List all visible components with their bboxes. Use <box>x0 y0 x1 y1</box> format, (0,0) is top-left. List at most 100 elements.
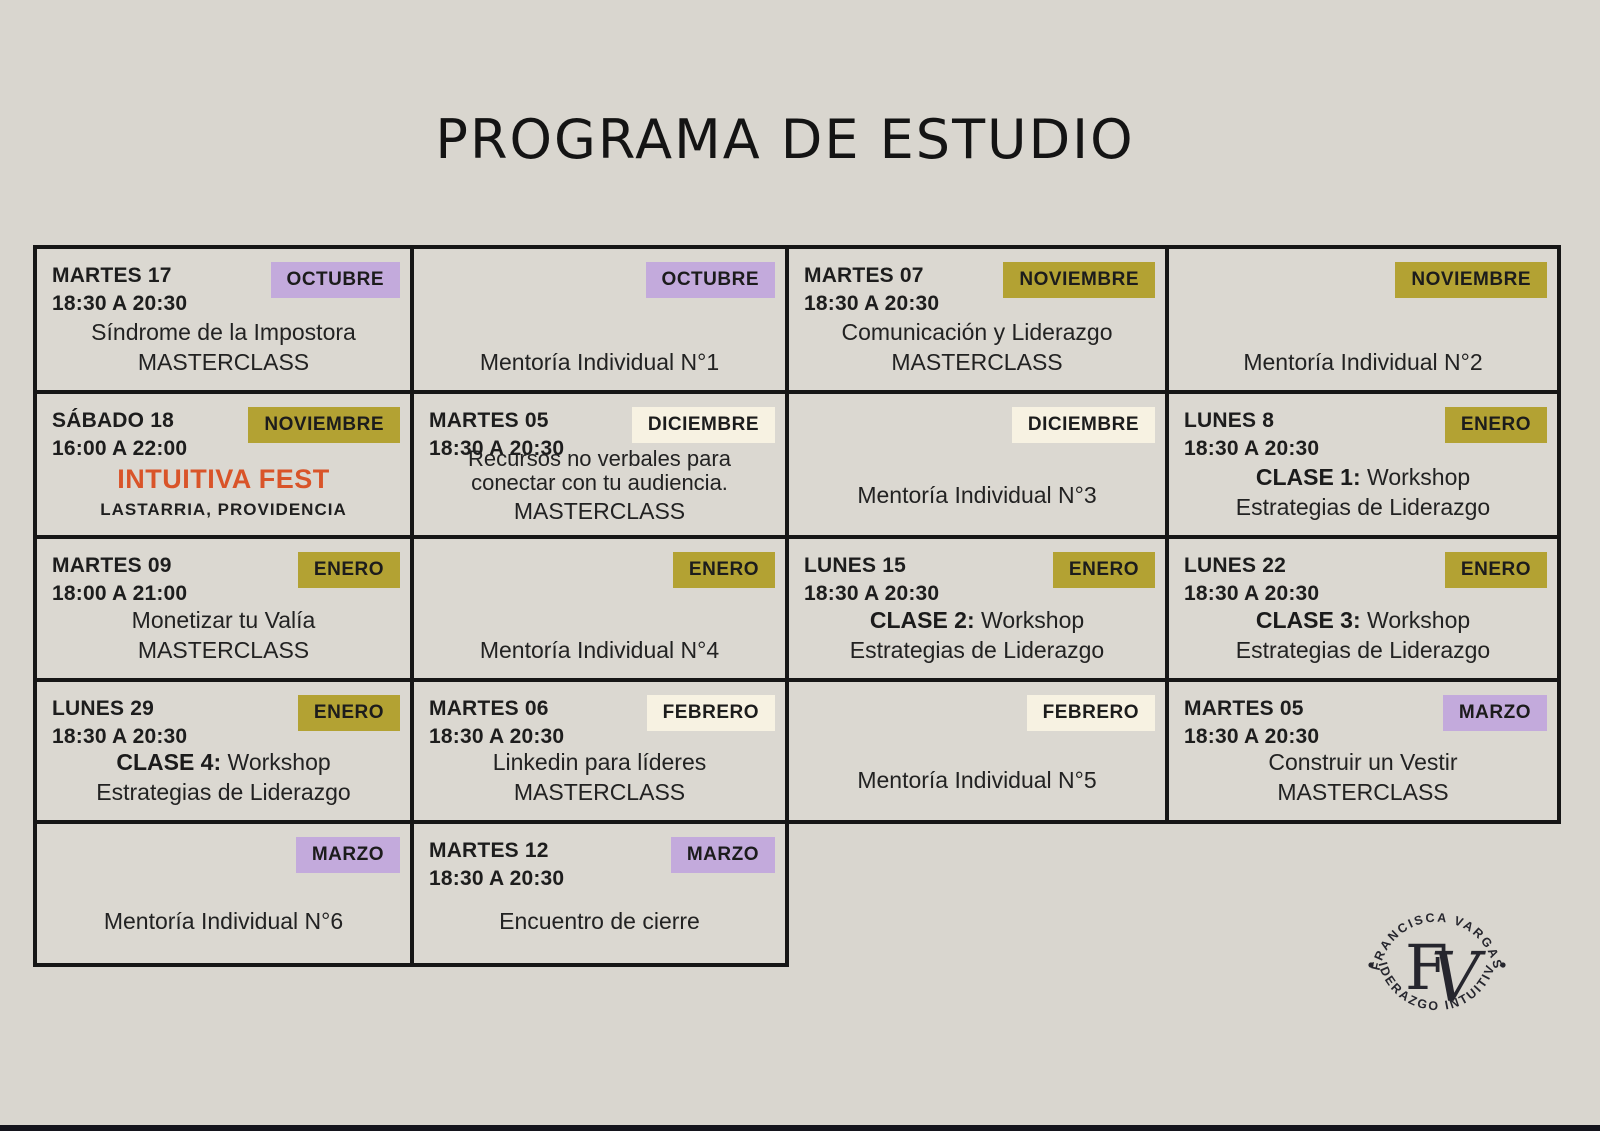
month-badge: OCTUBRE <box>645 262 775 298</box>
month-badge: MARZO <box>295 837 400 873</box>
month-badge: ENERO <box>297 552 400 588</box>
cell-time: 18:00 A 21:00 <box>52 582 188 606</box>
cell-day: MARTES 06 <box>429 697 549 720</box>
month-badge: MARZO <box>670 837 775 873</box>
month-badge: FEBRERO <box>646 695 775 731</box>
schedule-cell: OCTUBRE Mentoría Individual N°1 <box>410 245 789 394</box>
cell-day: MARTES 07 <box>804 264 924 287</box>
schedule-cell: MARTES 05 18:30 A 20:30 MARZO Construir … <box>1165 678 1561 824</box>
title-text: Mentoría Individual N°4 <box>479 636 720 663</box>
title-text: Mentoría Individual N°5 <box>857 766 1097 793</box>
schedule-cell: MARTES 12 18:30 A 20:30 MARZO Encuentro … <box>410 820 789 967</box>
cell-title: Mentoría Individual N°3 <box>799 481 1155 509</box>
cell-title: Mentoría Individual N°4 <box>424 636 775 664</box>
schedule-cell: SÁBADO 18 16:00 A 22:00 NOVIEMBRE INTUIT… <box>33 390 414 539</box>
schedule-cell: MARTES 17 18:30 A 20:30 OCTUBRE Síndrome… <box>33 245 414 394</box>
schedule-cell: MARTES 05 18:30 A 20:30 DICIEMBRE Recurs… <box>410 390 789 539</box>
cell-time: 16:00 A 22:00 <box>52 437 188 461</box>
title-line2: Estrategias de Liderazgo <box>849 636 1105 663</box>
cell-datetime: MARTES 17 18:30 A 20:30 <box>52 262 187 319</box>
page-title: PROGRAMA DE ESTUDIO <box>435 108 1135 171</box>
schedule-cell: MARTES 07 18:30 A 20:30 NOVIEMBRE Comuni… <box>785 245 1169 394</box>
title-text: Mentoría Individual N°1 <box>479 348 720 375</box>
cell-time: 18:30 A 20:30 <box>1184 437 1320 461</box>
cell-title: Encuentro de cierre <box>424 907 775 935</box>
cell-title: Mentoría Individual N°1 <box>424 348 775 376</box>
title-line2: MASTERCLASS <box>137 636 310 663</box>
cell-title: Síndrome de la Impostora MASTERCLASS <box>47 318 400 376</box>
title-bold: CLASE 2: <box>869 606 975 633</box>
month-badge: NOVIEMBRE <box>1003 262 1155 298</box>
title-line2: Estrategias de Liderazgo <box>96 778 351 805</box>
title-text: Construir un Vestir <box>1268 748 1458 775</box>
schedule-cell: FEBRERO Mentoría Individual N°5 <box>785 678 1169 824</box>
title-bold: CLASE 4: <box>116 748 222 775</box>
cell-day: MARTES 05 <box>1184 697 1304 720</box>
cell-title: Comunicación y Liderazgo MASTERCLASS <box>799 318 1155 376</box>
title-line2: MASTERCLASS <box>137 348 310 375</box>
title-text: Mentoría Individual N°2 <box>1243 348 1483 375</box>
schedule-cell: MARTES 06 18:30 A 20:30 FEBRERO Linkedin… <box>410 678 789 824</box>
month-badge: FEBRERO <box>1026 695 1155 731</box>
title-text: Workshop <box>221 748 331 775</box>
title-text: Síndrome de la Impostora <box>91 318 356 345</box>
cell-datetime: MARTES 07 18:30 A 20:30 <box>804 262 939 319</box>
schedule-cell: DICIEMBRE Mentoría Individual N°3 <box>785 390 1169 539</box>
cell-title: CLASE 2: Workshop Estrategias de Lideraz… <box>799 606 1155 664</box>
cell-title: CLASE 3: Workshop Estrategias de Lideraz… <box>1179 606 1547 664</box>
month-badge: DICIEMBRE <box>631 407 775 443</box>
title-line2: MASTERCLASS <box>513 778 686 805</box>
title-text: Recursos no verbales para conectar con t… <box>468 446 731 496</box>
schedule-cell: LUNES 8 18:30 A 20:30 ENERO CLASE 1: Wor… <box>1165 390 1561 539</box>
cell-datetime: MARTES 05 18:30 A 20:30 <box>1184 695 1319 752</box>
cell-datetime: LUNES 15 18:30 A 20:30 <box>804 552 939 609</box>
title-text: Encuentro de cierre <box>499 907 700 934</box>
schedule-cell: NOVIEMBRE Mentoría Individual N°2 <box>1165 245 1561 394</box>
cell-title: Mentoría Individual N°6 <box>47 907 400 935</box>
brand-logo: FRANCISCA VARGAS LIDERAZGO INTUITIVO F V <box>1357 883 1506 1018</box>
month-badge: ENERO <box>1052 552 1155 588</box>
cell-title: Mentoría Individual N°2 <box>1179 348 1547 376</box>
cell-datetime: LUNES 8 18:30 A 20:30 <box>1184 407 1319 464</box>
title-text: Monetizar tu Valía <box>131 606 316 633</box>
cell-time: 18:30 A 20:30 <box>429 725 565 749</box>
cell-datetime: SÁBADO 18 16:00 A 22:00 <box>52 407 187 464</box>
title-text: Mentoría Individual N°6 <box>103 907 344 934</box>
title-text: Comunicación y Liderazgo <box>841 318 1113 345</box>
month-badge: DICIEMBRE <box>1011 407 1155 443</box>
title-line2: Estrategias de Liderazgo <box>1235 493 1491 520</box>
schedule-cell: ENERO Mentoría Individual N°4 <box>410 535 789 682</box>
cell-day: SÁBADO 18 <box>52 409 174 432</box>
cell-day: LUNES 8 <box>1184 409 1275 432</box>
bottom-accent-bar <box>0 1125 1600 1131</box>
title-line2: MASTERCLASS <box>891 348 1063 375</box>
title-bold: CLASE 1: <box>1255 463 1361 490</box>
title-bold: CLASE 3: <box>1255 606 1361 633</box>
cell-title: Mentoría Individual N°5 <box>799 766 1155 794</box>
cell-time: 18:30 A 20:30 <box>804 292 940 316</box>
month-badge: ENERO <box>672 552 775 588</box>
cell-title: Monetizar tu Valía MASTERCLASS <box>47 606 400 664</box>
title-line2: LASTARRIA, PROVIDENCIA <box>100 500 347 520</box>
cell-day: MARTES 17 <box>52 264 172 287</box>
cell-datetime: LUNES 29 18:30 A 20:30 <box>52 695 187 752</box>
cell-title: CLASE 1: Workshop Estrategias de Lideraz… <box>1179 463 1547 521</box>
cell-time: 18:30 A 20:30 <box>52 725 188 749</box>
cell-time: 18:30 A 20:30 <box>52 292 188 316</box>
cell-day: LUNES 29 <box>52 697 154 720</box>
cell-title: INTUITIVA FEST LASTARRIA, PROVIDENCIA <box>47 463 400 521</box>
cell-datetime: MARTES 12 18:30 A 20:30 <box>429 837 564 894</box>
cell-day: MARTES 05 <box>429 409 549 432</box>
cell-time: 18:30 A 20:30 <box>804 582 940 606</box>
cell-title: Construir un Vestir MASTERCLASS <box>1179 748 1547 806</box>
cell-title: Linkedin para líderes MASTERCLASS <box>424 748 775 806</box>
cell-day: MARTES 12 <box>429 839 549 862</box>
title-line2: Estrategias de Liderazgo <box>1235 636 1491 663</box>
cell-datetime: MARTES 09 18:00 A 21:00 <box>52 552 187 609</box>
month-badge: ENERO <box>1444 407 1547 443</box>
month-badge: MARZO <box>1442 695 1547 731</box>
title-text: Workshop <box>1360 606 1471 633</box>
cell-time: 18:30 A 20:30 <box>1184 725 1320 749</box>
schedule-cell: LUNES 15 18:30 A 20:30 ENERO CLASE 2: Wo… <box>785 535 1169 682</box>
schedule-cell: MARZO Mentoría Individual N°6 <box>33 820 414 967</box>
